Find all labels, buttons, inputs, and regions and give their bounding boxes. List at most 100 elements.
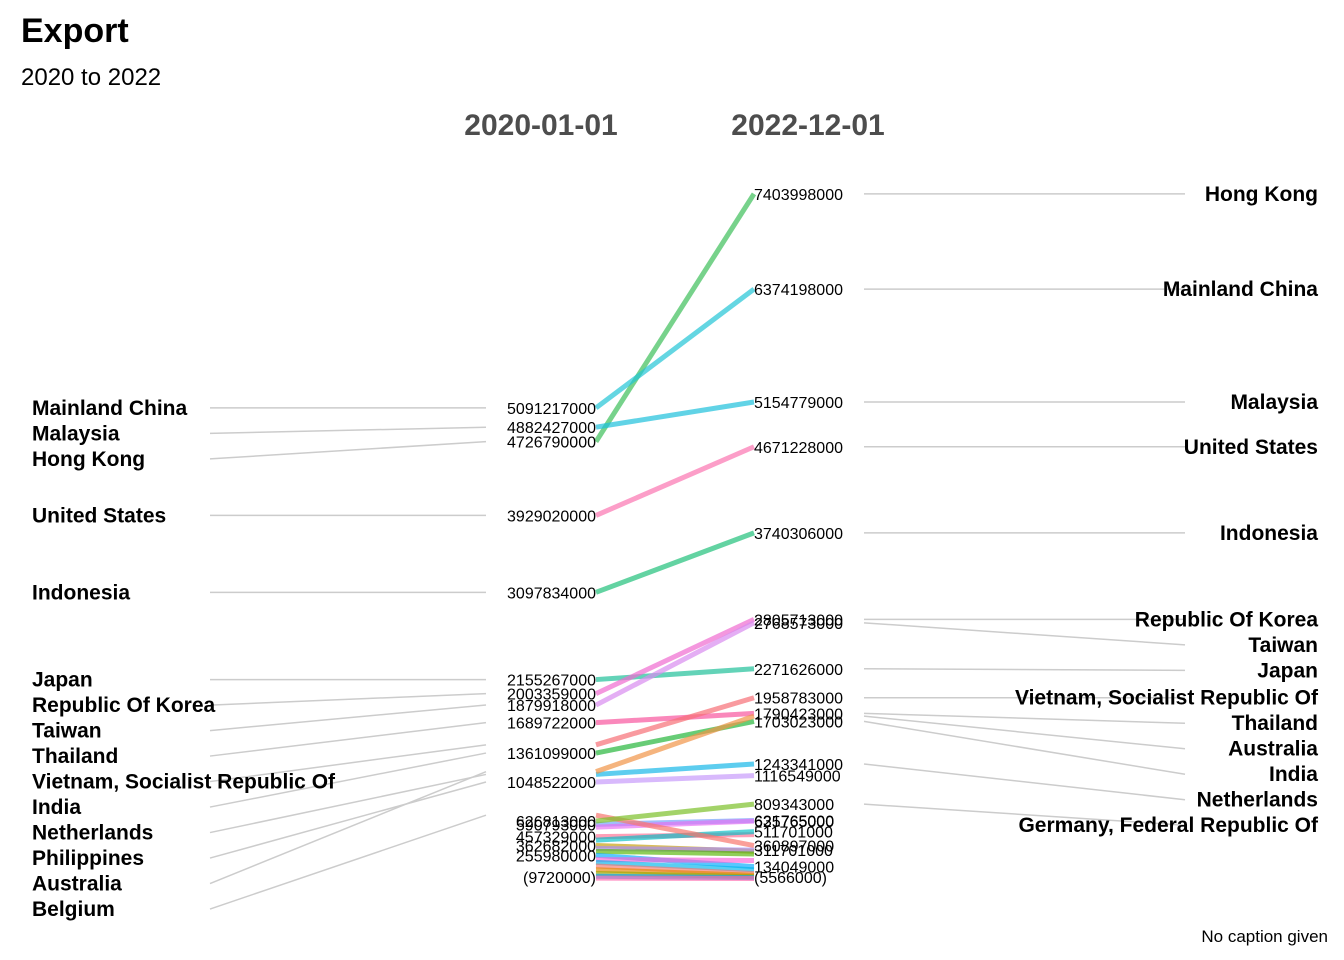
minor-series-line (595, 845, 755, 853)
value-label: 1790423000 (754, 706, 843, 723)
column-header-start: 2020-01-01 (464, 109, 617, 142)
series-line (595, 710, 755, 726)
series-lines (593, 192, 757, 881)
leader-line (209, 814, 487, 910)
minor-series-line (595, 859, 755, 873)
leader-line (863, 668, 1186, 672)
series-line (595, 695, 755, 748)
value-label: 457329000 (516, 830, 596, 847)
value-label: 2271626000 (754, 662, 843, 679)
minor-series-line (595, 818, 755, 830)
value-label: 1116549000 (754, 769, 841, 786)
value-label: 5091217000 (507, 401, 596, 418)
leader-line (209, 752, 487, 808)
minor-series-line (595, 848, 755, 857)
value-label: (9720000) (523, 870, 596, 887)
value-label: 4671228000 (754, 440, 843, 457)
leader-line (209, 692, 487, 706)
country-label-left: India (32, 796, 81, 819)
value-label: 2003359000 (507, 687, 596, 704)
country-label-left: Indonesia (32, 581, 130, 604)
series-line (595, 530, 755, 595)
country-label-left: Thailand (32, 745, 118, 768)
value-label: 362682000 (516, 838, 596, 855)
value-label: 2155267000 (507, 673, 596, 690)
column-header-end: 2022-12-01 (731, 109, 884, 142)
series-line (595, 801, 755, 824)
value-label: 1361099000 (507, 746, 596, 763)
value-label: 1243341000 (754, 757, 843, 774)
chart-subtitle: 2020 to 2022 (21, 64, 161, 91)
country-label-right: India (1269, 763, 1318, 786)
value-label: 2805713000 (754, 612, 843, 629)
country-label-right: Mainland China (1163, 278, 1318, 301)
value-label: 2768573000 (754, 616, 843, 633)
chart-title: Export (21, 12, 129, 50)
value-label: 1048522000 (507, 775, 596, 792)
country-label-left: Vietnam, Socialist Republic Of (32, 771, 336, 794)
country-label-left: Australia (32, 873, 122, 896)
series-line (595, 399, 755, 430)
leader-line (209, 721, 487, 757)
value-label: 631765000 (754, 814, 834, 831)
value-label: 1703023000 (754, 714, 843, 731)
country-label-right: Thailand (1232, 712, 1318, 735)
value-label: 311701000 (754, 843, 833, 860)
country-label-left: Hong Kong (32, 448, 145, 471)
country-label-right: United States (1184, 436, 1318, 459)
value-label: 590793000 (516, 817, 596, 834)
leader-line (863, 763, 1186, 801)
country-label-right: Republic Of Korea (1135, 608, 1319, 631)
series-line (595, 761, 755, 777)
value-label: 1689722000 (507, 716, 596, 733)
value-label: 360897000 (754, 839, 834, 856)
country-label-left: Belgium (32, 898, 115, 921)
value-label: 134049000 (754, 860, 834, 877)
value-label: 1958783000 (754, 691, 843, 708)
label-leader-lines (209, 193, 1186, 910)
chart-caption: No caption given (1201, 927, 1328, 946)
value-label: 6374198000 (754, 282, 843, 299)
leader-line (209, 781, 487, 859)
value-label: 3740306000 (754, 526, 843, 543)
leader-line (863, 803, 1186, 826)
country-label-right: Japan (1257, 659, 1318, 682)
country-label-right: Germany, Federal Republic Of (1018, 814, 1319, 837)
country-label-left: Mainland China (32, 397, 187, 420)
series-line (595, 444, 755, 518)
series-line (595, 773, 755, 785)
value-label: 7403998000 (754, 187, 843, 204)
value-label: 1879918000 (507, 698, 596, 715)
country-label-right: Vietnam, Socialist Republic Of (1015, 687, 1319, 710)
value-label: 4726790000 (507, 435, 596, 452)
country-label-right: Taiwan (1248, 634, 1318, 657)
country-label-left: Philippines (32, 847, 144, 870)
leader-line (863, 715, 1186, 750)
country-label-left: Netherlands (32, 822, 153, 845)
country-label-left: Malaysia (32, 422, 120, 445)
leader-line (209, 704, 487, 732)
value-label: 255980000 (516, 848, 596, 865)
value-label: 3097834000 (507, 585, 596, 602)
series-line (595, 666, 755, 683)
minor-series-line (595, 829, 755, 843)
country-label-right: Australia (1228, 738, 1318, 761)
leader-line (863, 622, 1186, 646)
country-label-left: Japan (32, 669, 93, 692)
leader-line (863, 712, 1186, 724)
value-label: 4882427000 (507, 420, 596, 437)
leader-line (209, 773, 487, 834)
leader-line (209, 440, 487, 460)
leader-line (209, 426, 487, 435)
series-line (594, 620, 756, 708)
minor-series-line (595, 857, 755, 863)
value-label: 626813000 (516, 814, 596, 831)
series-line (593, 192, 757, 443)
leader-line (209, 770, 487, 885)
value-label: 625765000 (754, 814, 834, 831)
value-label: 3929020000 (507, 508, 596, 525)
series-line (594, 287, 756, 410)
